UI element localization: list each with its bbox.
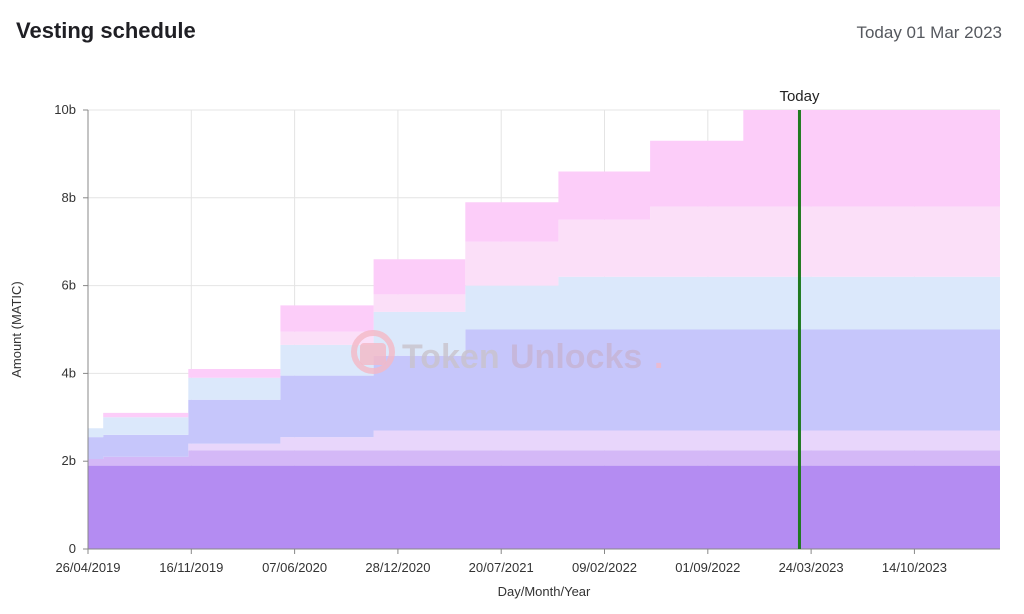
x-tick-label: 14/10/2023 bbox=[882, 560, 947, 575]
y-tick-label: 4b bbox=[62, 365, 76, 380]
watermark-dot: . bbox=[654, 338, 663, 376]
today-marker: Today bbox=[779, 88, 820, 549]
x-tick-label: 20/07/2021 bbox=[469, 560, 534, 575]
area-series bbox=[88, 110, 1000, 549]
watermark: Token Unlocks . bbox=[351, 330, 663, 376]
area-series-1 bbox=[88, 465, 1000, 549]
x-tick-label: 07/06/2020 bbox=[262, 560, 327, 575]
watermark-unlocks: Unlocks bbox=[510, 338, 642, 376]
area-series-4 bbox=[88, 329, 1000, 459]
y-tick-label: 8b bbox=[62, 190, 76, 205]
area-series-2 bbox=[88, 450, 1000, 466]
chart-title: Vesting schedule bbox=[16, 18, 196, 43]
area-series-3 bbox=[88, 430, 1000, 459]
y-tick-label: 2b bbox=[62, 453, 76, 468]
area-series-6 bbox=[88, 206, 1000, 429]
watermark-token: Token bbox=[402, 338, 500, 376]
x-tick-label: 24/03/2023 bbox=[779, 560, 844, 575]
x-tick-label: 26/04/2019 bbox=[55, 560, 120, 575]
y-tick-label: 10b bbox=[54, 102, 76, 117]
x-tick-label: 09/02/2022 bbox=[572, 560, 637, 575]
y-axis-title: Amount (MATIC) bbox=[9, 281, 24, 378]
area-series-5 bbox=[88, 276, 1000, 438]
area-series-7 bbox=[88, 110, 1000, 429]
x-tick-label: 01/09/2022 bbox=[675, 560, 740, 575]
y-tick-label: 6b bbox=[62, 278, 76, 293]
today-date-label: Today 01 Mar 2023 bbox=[856, 23, 1002, 42]
today-line-label: Today bbox=[779, 88, 820, 105]
y-tick-label: 0 bbox=[69, 541, 76, 556]
axes: 0 2b 4b 6b 8b 10b 26/04/2019 16/11/2019 07/06/20… bbox=[9, 102, 1000, 599]
x-tick-label: 28/12/2020 bbox=[365, 560, 430, 575]
x-tick-label: 16/11/2019 bbox=[159, 560, 223, 575]
x-axis-title: Day/Month/Year bbox=[498, 584, 591, 599]
watermark-logo-icon bbox=[351, 330, 395, 374]
